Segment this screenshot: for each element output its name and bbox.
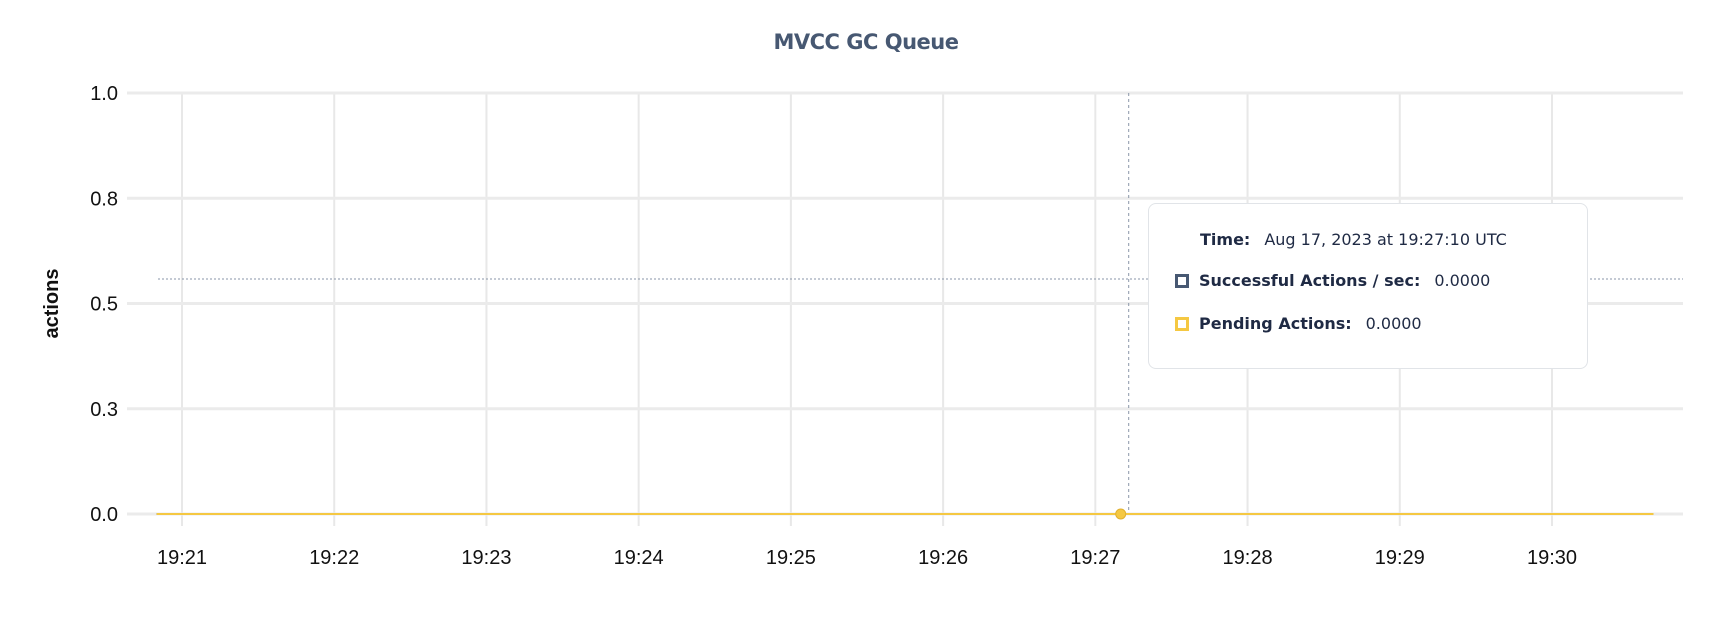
x-tick-label: 19:28 <box>1223 547 1273 569</box>
series-swatch-pending <box>1175 316 1189 331</box>
hover-point <box>1115 508 1127 520</box>
x-tick-label: 19:26 <box>918 547 968 569</box>
x-tick-label: 19:24 <box>614 547 664 569</box>
x-tick-label: 19:30 <box>1527 547 1577 569</box>
x-tick-label: 19:27 <box>1070 547 1120 569</box>
x-tick-label: 19:25 <box>766 547 816 569</box>
y-tick-label: 1.0 <box>90 83 118 105</box>
y-tick-label: 0.3 <box>90 399 118 421</box>
tooltip-series-value: 0.0000 <box>1434 271 1491 290</box>
x-tick-label: 19:22 <box>309 547 359 569</box>
y-tick-label: 0.5 <box>90 294 118 316</box>
y-axis-label: actions <box>41 268 63 338</box>
tooltip-time-label: Time: <box>1200 230 1251 249</box>
chart-title: MVCC GC Queue <box>773 30 959 54</box>
tooltip-series-value: 0.0000 <box>1365 314 1422 333</box>
series-swatch-successful <box>1175 273 1189 288</box>
x-tick-label: 19:23 <box>461 547 511 569</box>
x-tick-label: 19:29 <box>1375 547 1425 569</box>
x-tick-label: 19:21 <box>157 547 207 569</box>
y-tick-label: 0.8 <box>90 188 118 210</box>
y-tick-label: 0.0 <box>90 504 118 526</box>
chart-tooltip: Time: Aug 17, 2023 at 19:27:10 UTC Succe… <box>1148 203 1588 369</box>
tooltip-series-label: Pending Actions: <box>1199 314 1352 333</box>
tooltip-series-label: Successful Actions / sec: <box>1199 271 1421 290</box>
tooltip-time-value: Aug 17, 2023 at 19:27:10 UTC <box>1264 230 1507 249</box>
